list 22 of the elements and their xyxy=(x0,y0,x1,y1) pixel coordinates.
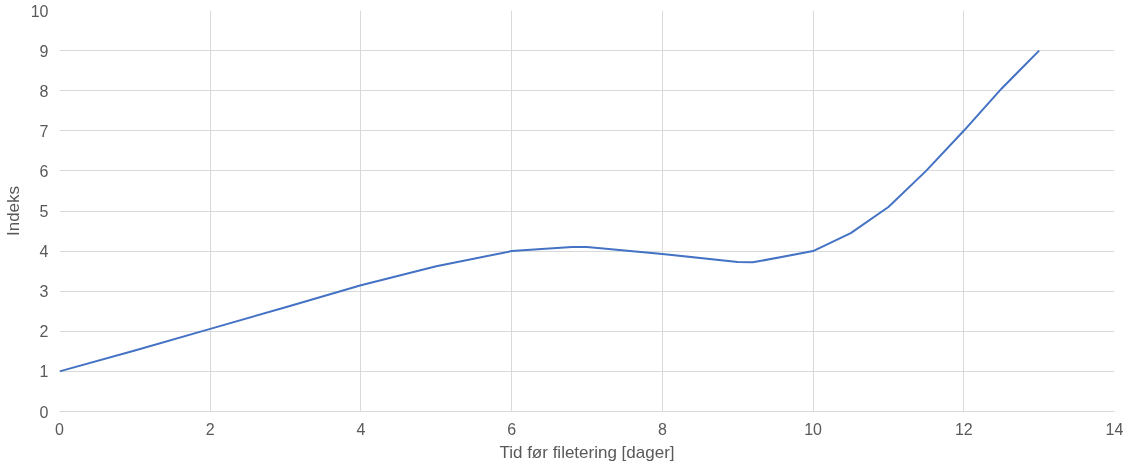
y-tick-label: 8 xyxy=(39,82,49,100)
x-tick-label: 4 xyxy=(356,420,366,438)
y-tick-label: 7 xyxy=(39,122,49,140)
y-tick-label: 3 xyxy=(39,283,49,301)
x-tick-label: 12 xyxy=(954,420,973,438)
x-tick-label: 14 xyxy=(1105,420,1124,438)
y-tick-label: 1 xyxy=(39,363,49,381)
y-tick-label: 10 xyxy=(30,2,49,20)
line-series xyxy=(59,49,1041,373)
y-tick-label: 0 xyxy=(39,403,49,421)
y-tick-label: 4 xyxy=(39,243,49,261)
y-tick-label: 2 xyxy=(39,323,49,341)
x-tick-label: 6 xyxy=(507,420,517,438)
x-tick-label: 8 xyxy=(657,420,667,438)
y-axis-title: Indeks xyxy=(3,185,23,237)
y-tick-label: 5 xyxy=(39,203,49,220)
x-tick-label: 0 xyxy=(55,420,65,438)
x-axis-title: Tid før filetering [dager] xyxy=(499,442,675,462)
x-tick-label: 10 xyxy=(804,420,823,438)
y-tick-label: 9 xyxy=(39,42,49,60)
y-tick-label: 6 xyxy=(39,162,49,180)
x-tick-label: 2 xyxy=(205,420,215,438)
